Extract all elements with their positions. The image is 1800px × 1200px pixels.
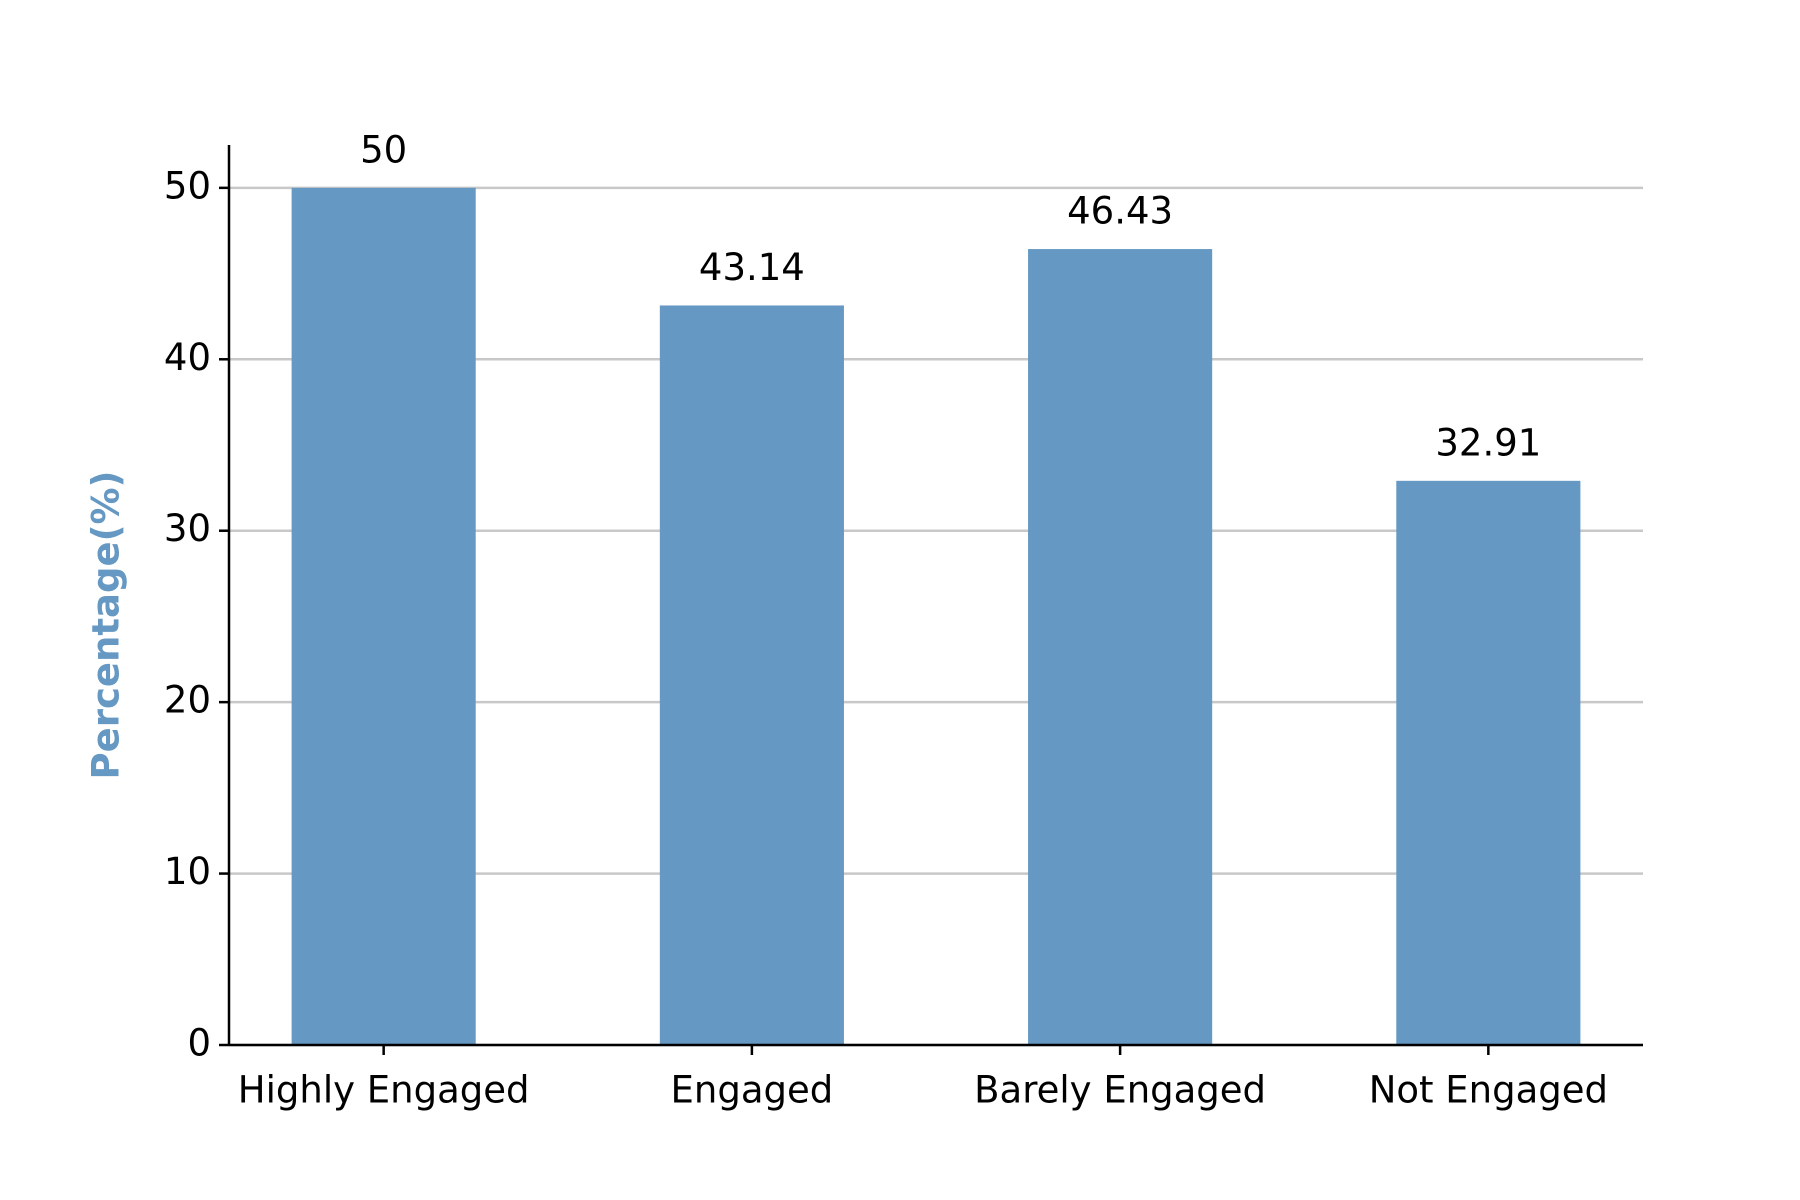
x-tick-label: Not Engaged	[1369, 1069, 1608, 1112]
bars	[291, 187, 1581, 1046]
bar	[659, 305, 844, 1045]
y-tick-label: 0	[187, 1022, 211, 1065]
y-tick-label: 20	[164, 679, 211, 722]
value-label: 43.14	[699, 246, 805, 289]
bar	[1028, 249, 1213, 1046]
x-tick-label: Barely Engaged	[974, 1069, 1266, 1112]
value-label: 32.91	[1435, 421, 1541, 464]
value-label: 50	[360, 128, 407, 171]
y-tick-label: 30	[164, 507, 211, 550]
y-tick-label: 50	[164, 164, 211, 207]
bar	[291, 187, 476, 1045]
y-tick-label: 40	[164, 336, 211, 379]
y-tick-label: 10	[164, 850, 211, 893]
x-tick-label: Highly Engaged	[238, 1069, 530, 1112]
x-tick-label: Engaged	[671, 1069, 834, 1112]
value-label: 46.43	[1067, 190, 1173, 233]
y-axis-label: Percentage(%)	[85, 471, 128, 780]
bar	[1396, 480, 1581, 1045]
foreground: 0 10 20 30 40 50 50 Highly Engaged 43.14 Engaged 4…	[164, 128, 1643, 1112]
